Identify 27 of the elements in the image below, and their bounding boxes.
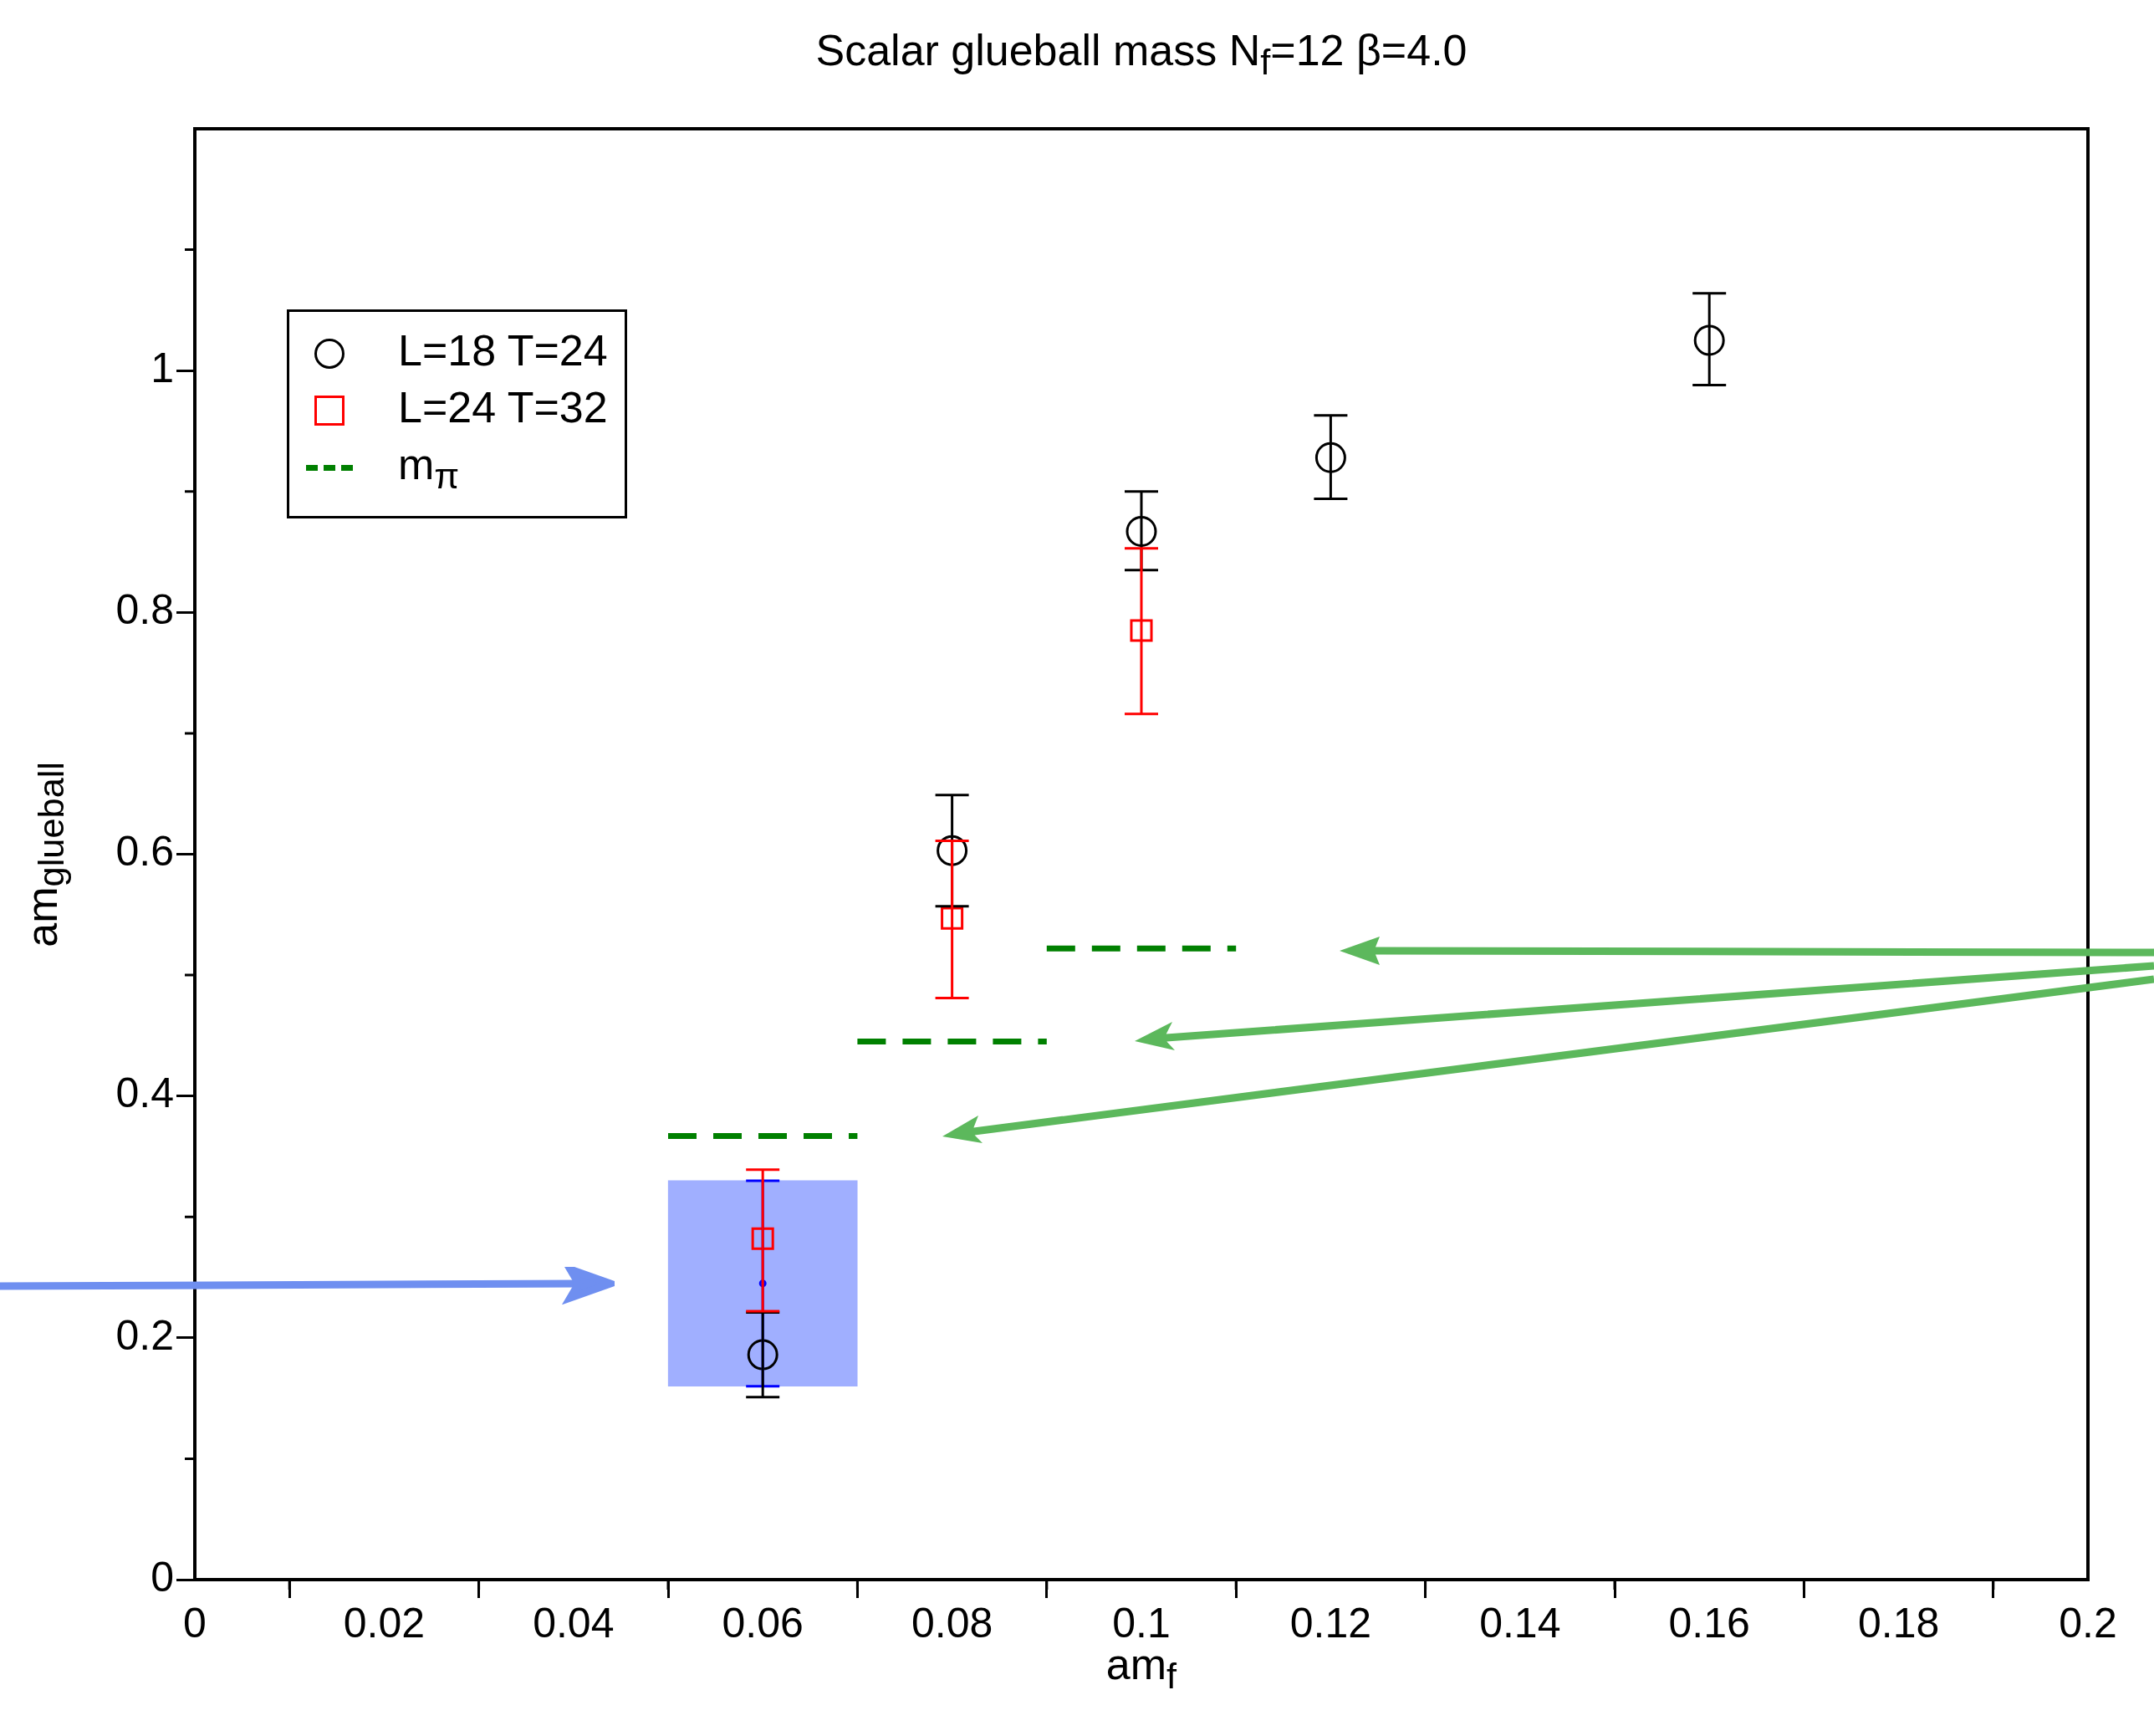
- point: [751, 1227, 774, 1250]
- y-tick-label: 0.6: [115, 828, 174, 876]
- legend-label: m$_{π}$: [398, 440, 460, 497]
- point: [1130, 619, 1153, 642]
- x-tick-label: 0.2: [2059, 1599, 2117, 1647]
- x-tick-label: 0.14: [1479, 1599, 1561, 1647]
- x-tick-label: 0.16: [1668, 1599, 1750, 1647]
- point: [941, 906, 964, 930]
- y-tick-label: 0.2: [115, 1311, 174, 1359]
- y-tick-label: 0.8: [115, 586, 174, 634]
- y-tick-label: 1: [151, 344, 174, 391]
- x-tick-label: 0.04: [533, 1599, 615, 1647]
- legend-label: L=24 T=32: [398, 383, 608, 431]
- y-tick-label: 0: [151, 1553, 174, 1601]
- x-tick-label: 0.02: [343, 1599, 426, 1647]
- y-tick-label: 0.4: [115, 1070, 174, 1117]
- legend-label: L=18 T=24: [398, 326, 608, 375]
- x-tick-label: 0.06: [722, 1599, 804, 1647]
- point: [747, 1339, 778, 1371]
- chart-title: Scalar glueball mass N$_{f}$=12 β=4.0: [814, 25, 1468, 84]
- point: [1693, 324, 1725, 356]
- point: [1125, 515, 1157, 547]
- x-tick-label: 0.12: [1289, 1599, 1372, 1647]
- x-tick-label: 0.08: [911, 1599, 993, 1647]
- point: [1314, 442, 1346, 473]
- x-tick-label: 0: [183, 1599, 207, 1647]
- x-tick-label: 0.18: [1857, 1599, 1940, 1647]
